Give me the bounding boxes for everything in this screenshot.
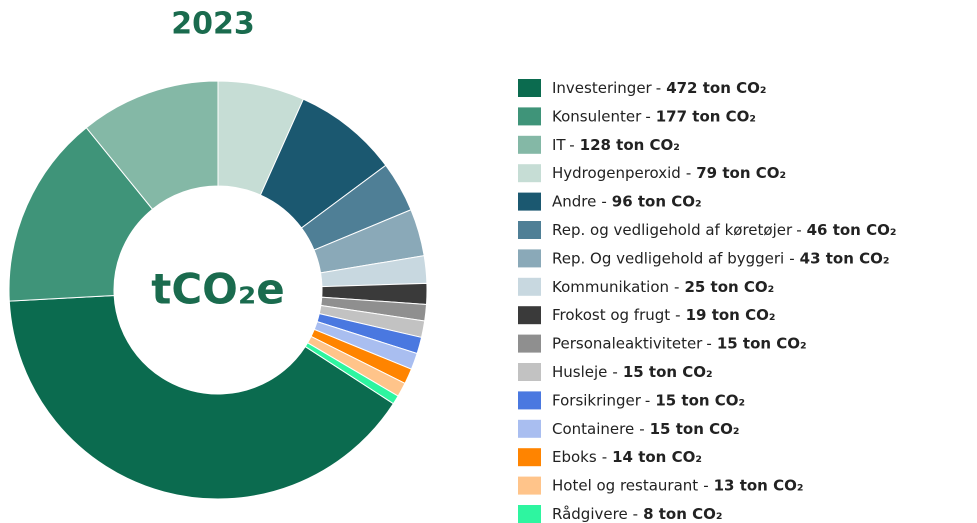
legend-swatch	[518, 192, 541, 211]
legend-entry: Kommunikation -25 ton CO₂	[552, 277, 774, 295]
legend-entry: Konsulenter -177 ton CO₂	[552, 107, 756, 125]
legend-entry: Husleje -15 ton CO₂	[552, 363, 713, 381]
legend-entry: Rådgivere -8 ton CO₂	[552, 505, 722, 523]
legend-separator: -	[645, 107, 650, 125]
legend-swatch	[518, 221, 541, 239]
legend-entry: IT -128 ton CO₂	[552, 135, 680, 153]
slice	[8, 126, 154, 302]
legend-swatch	[518, 334, 541, 353]
legend-label: Frokost og frugt	[552, 306, 670, 324]
legend-label: Husleje	[552, 363, 607, 381]
legend-swatch	[518, 476, 541, 495]
legend-separator: -	[674, 277, 679, 295]
legend-value: 15 ton CO₂	[717, 334, 807, 352]
legend-value: 8 ton CO₂	[643, 505, 722, 523]
legend-label: Kommunikation	[552, 277, 669, 295]
legend-value: 15 ton CO₂	[655, 391, 745, 409]
legend-entry: Hydrogenperoxid -79 ton CO₂	[552, 164, 786, 182]
legend-value: 19 ton CO₂	[686, 306, 776, 324]
legend-entry: Eboks -14 ton CO₂	[552, 448, 702, 466]
legend-swatch	[518, 135, 541, 154]
legend-swatch	[518, 306, 541, 325]
legend-swatch	[518, 505, 541, 523]
legend-label: Personaleaktiviteter	[552, 334, 703, 352]
chart-title: 2023	[171, 7, 255, 42]
legend-value: 25 ton CO₂	[684, 277, 774, 295]
legend-separator: -	[639, 419, 644, 437]
legend-label: Andre	[552, 192, 596, 210]
legend-entry: Containere -15 ton CO₂	[552, 419, 739, 437]
legend-value: 43 ton CO₂	[800, 249, 890, 267]
legend-swatch	[518, 164, 541, 183]
legend-label: Rådgivere	[552, 505, 628, 523]
slice	[304, 342, 399, 405]
legend-label: Investeringer	[552, 79, 653, 97]
legend-entry: Rep. og vedligehold af køretøjer -46 ton …	[552, 221, 896, 239]
legend-value: 15 ton CO₂	[650, 419, 740, 437]
legend-separator: -	[645, 391, 650, 409]
legend-swatch	[518, 363, 541, 381]
legend-label: Containere	[552, 419, 634, 437]
legend-swatch	[518, 79, 541, 97]
center-label: tCO₂e	[151, 265, 285, 314]
legend-separator: -	[656, 79, 661, 97]
legend-swatch	[518, 419, 541, 438]
legend-entry: Frokost og frugt -19 ton CO₂	[552, 306, 775, 324]
legend-separator: -	[686, 164, 691, 182]
legend-separator: -	[675, 306, 680, 324]
legend-label: Hotel og restaurant	[552, 476, 698, 494]
legend-label: Rep. og vedligehold af køretøjer	[552, 221, 793, 239]
legend-separator: -	[789, 249, 794, 267]
legend-entry: Andre -96 ton CO₂	[552, 192, 702, 210]
legend-label: Konsulenter	[552, 107, 642, 125]
legend-entry: Rep. Og vedligehold af byggeri -43 ton CO…	[552, 249, 889, 267]
legend-value: 79 ton CO₂	[696, 164, 786, 182]
legend-label: IT	[552, 135, 566, 153]
legend-separator: -	[612, 363, 617, 381]
legend-swatch	[518, 448, 541, 467]
legend-value: 46 ton CO₂	[807, 221, 897, 239]
legend-value: 472 ton CO₂	[666, 79, 766, 97]
legend-label: Hydrogenperoxid	[552, 164, 681, 182]
legend-separator: -	[706, 334, 711, 352]
legend-label: Eboks	[552, 448, 597, 466]
legend-separator: -	[602, 448, 607, 466]
legend-value: 96 ton CO₂	[612, 192, 702, 210]
legend-label: Rep. Og vedligehold af byggeri	[552, 249, 784, 267]
legend-entry: Hotel og restaurant -13 ton CO₂	[552, 476, 803, 494]
legend-swatch	[518, 391, 541, 410]
legend-value: 128 ton CO₂	[580, 135, 680, 153]
legend-value: 177 ton CO₂	[656, 107, 756, 125]
legend-swatch	[518, 107, 541, 126]
legend-separator: -	[569, 135, 574, 153]
legend-value: 13 ton CO₂	[714, 476, 804, 494]
legend-swatch	[518, 249, 541, 268]
legend-label: Forsikringer	[552, 391, 642, 409]
legend-separator: -	[796, 221, 801, 239]
legend-separator: -	[633, 505, 638, 523]
legend-separator: -	[601, 192, 606, 210]
legend-value: 14 ton CO₂	[612, 448, 702, 466]
slice	[8, 295, 395, 500]
legend-entry: Personaleaktiviteter -15 ton CO₂	[552, 334, 807, 352]
legend-swatch	[518, 277, 541, 296]
legend-entry: Forsikringer -15 ton CO₂	[552, 391, 745, 409]
legend-entry: Investeringer -472 ton CO₂	[552, 79, 766, 97]
legend-separator: -	[703, 476, 708, 494]
legend-value: 15 ton CO₂	[623, 363, 713, 381]
